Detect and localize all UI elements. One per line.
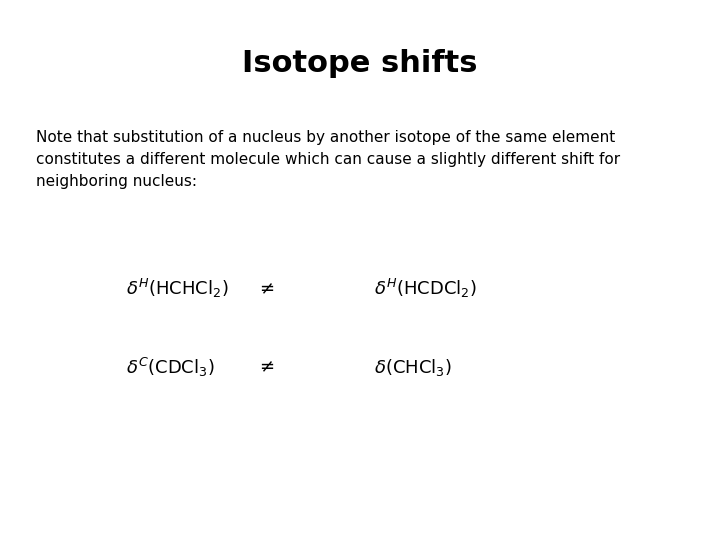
Text: $\delta^H(\mathrm{HCDCl_2})$: $\delta^H(\mathrm{HCDCl_2})$ [374,278,477,300]
Text: $\neq$: $\neq$ [256,280,274,298]
Text: $\delta(\mathrm{CHCl_3})$: $\delta(\mathrm{CHCl_3})$ [374,357,452,377]
Text: $\neq$: $\neq$ [256,358,274,376]
Text: Note that substitution of a nucleus by another isotope of the same element
const: Note that substitution of a nucleus by a… [36,130,620,189]
Text: $\delta^C(\mathrm{CDCl_3})$: $\delta^C(\mathrm{CDCl_3})$ [126,356,215,379]
Text: $\delta^H(\mathrm{HCHCl_2})$: $\delta^H(\mathrm{HCHCl_2})$ [126,278,228,300]
Text: Isotope shifts: Isotope shifts [242,49,478,78]
